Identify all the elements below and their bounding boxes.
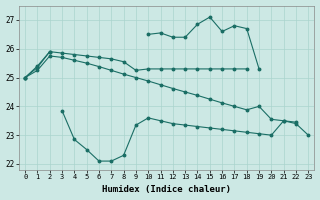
X-axis label: Humidex (Indice chaleur): Humidex (Indice chaleur) [102, 185, 231, 194]
